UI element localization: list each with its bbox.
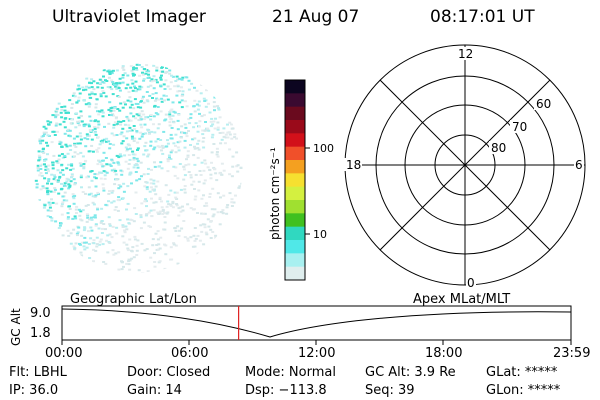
colorbar-band [285,186,305,201]
colorbar-band [285,146,305,161]
lat-label-60: 60 [536,97,551,111]
status-door: Door: Closed [127,365,211,380]
colorbar-band [285,173,305,188]
colorbar-band [285,200,305,214]
status-gain: Gain: 14 [127,383,182,398]
colorbar-band [285,226,305,241]
altitude-curve [61,308,572,338]
lat-label-80: 80 [491,141,506,155]
timeline-x-tick-0000: 00:00 [45,346,83,361]
timeline-y-axis-label: GC Alt [9,308,23,346]
colorbar-band [285,120,305,134]
colorbar-band [285,80,305,94]
colorbar [285,80,305,281]
timeline-x-tick-1200: 12:00 [298,346,336,361]
colorbar-band [285,160,305,174]
colorbar-band [285,133,305,148]
colorbar-band [285,93,305,108]
status-glon: GLon: ***** [486,383,561,398]
colorbar-tick-label-10: 10 [313,228,327,241]
status-glat: GLat: ***** [486,365,558,380]
colorbar-band [285,240,305,254]
status-seq: Seq: 39 [365,383,415,398]
colorbar-band [285,253,305,268]
timeline-y-tick-min: 1.8 [30,326,51,341]
colorbar-band [285,106,305,121]
uv-image-disk [34,63,243,273]
colorbar-frame [284,79,306,281]
timeline-x-tick-1800: 18:00 [425,346,463,361]
status-gc-alt: GC Alt: 3.9 Re [365,365,456,380]
orbit-timeline [61,305,572,345]
timeline-x-tick-0600: 06:00 [171,346,209,361]
lat-label-70: 70 [512,120,527,134]
status-dsp: Dsp: −113.8 [245,383,327,398]
colorbar-tick-label-100: 100 [313,142,334,155]
colorbar-band [285,266,305,281]
status-ip: IP: 36.0 [9,383,59,398]
colorbar-band [285,213,305,228]
colorbar-unit-label: photon cm⁻²s⁻¹ [268,147,282,240]
mlt-label-6: 6 [575,158,583,172]
mlt-label-0: 0 [467,276,475,290]
app-title: Ultraviolet Imager [52,7,206,27]
timeline-y-tick-max: 9.0 [30,306,51,321]
status-filter: Flt: LBHL [9,365,67,380]
mlt-label-18: 18 [346,158,361,172]
status-mode: Mode: Normal [245,365,336,380]
polar-plot [344,44,586,286]
timeline-frame [61,305,572,341]
date-readout: 21 Aug 07 [272,7,360,27]
timeline-x-tick-2359: 23:59 [553,346,591,361]
mlt-label-12: 12 [458,47,473,61]
time-readout: 08:17:01 UT [430,7,535,27]
timeline-left-title: Geographic Lat/Lon [70,292,197,307]
timeline-right-title: Apex MLat/MLT [413,292,511,307]
